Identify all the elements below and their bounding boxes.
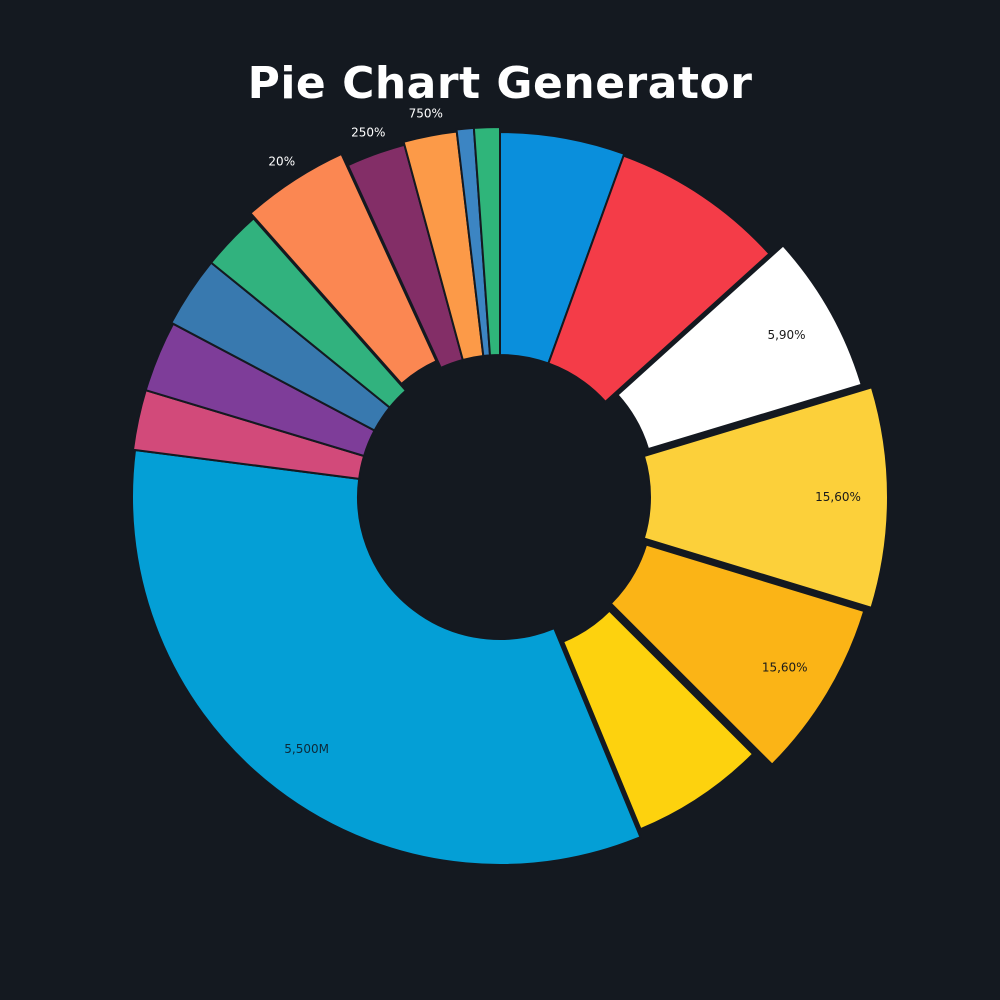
slice-label-4: 15,60%	[815, 490, 861, 504]
pie-slice-5	[609, 543, 866, 767]
slice-label-14: 750%	[409, 107, 443, 121]
pie-slice-2	[547, 154, 771, 404]
slice-label-7: 5,500M	[284, 742, 329, 756]
pie-slice-4	[642, 386, 889, 610]
slice-label-5: 15,60%	[762, 660, 808, 674]
slice-label-3: 5,90%	[767, 328, 805, 342]
pie-slice-6	[561, 609, 755, 831]
pie-slice-3	[616, 244, 863, 451]
pie-slice-1	[499, 130, 626, 365]
chart-title: Pie Chart Generator	[247, 58, 753, 109]
pie-slice-12	[249, 152, 438, 386]
pie-slice-16	[472, 125, 501, 357]
slice-label-12: 20%	[268, 154, 295, 168]
pie-slice-11	[209, 216, 408, 409]
pie-slice-7	[130, 448, 642, 866]
slice-label-13: 250%	[351, 126, 385, 140]
